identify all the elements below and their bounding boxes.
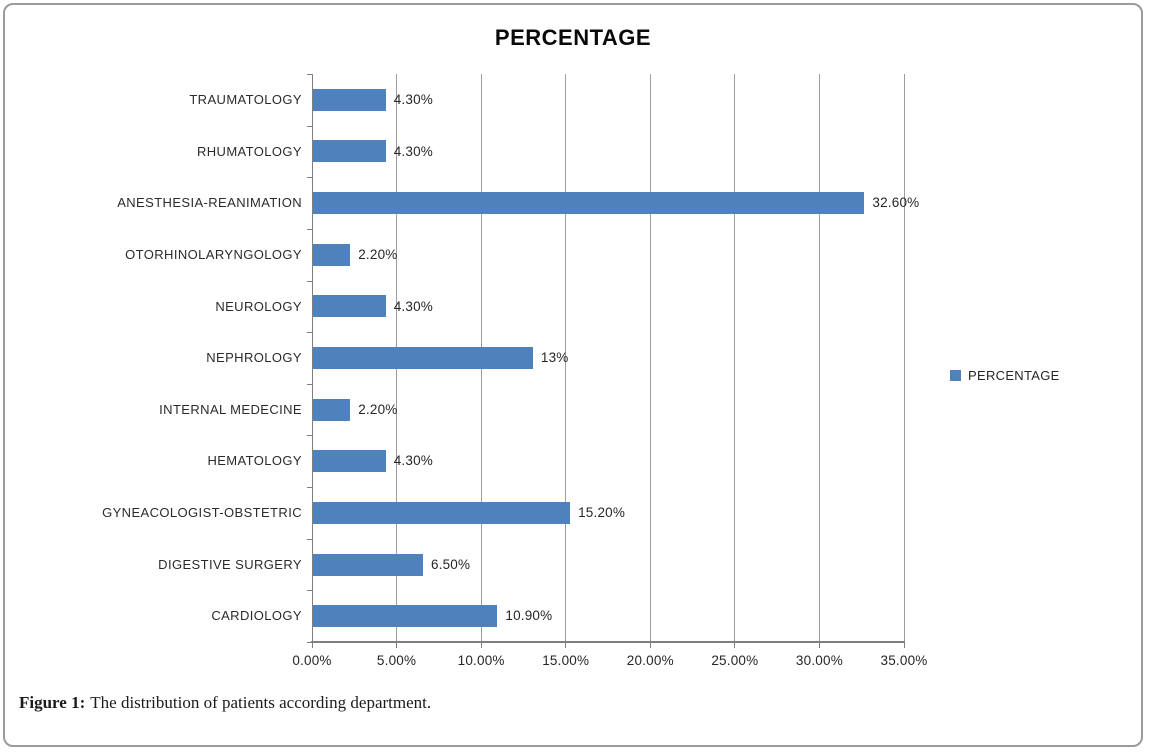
x-tick-label: 25.00% (711, 653, 759, 668)
value-label: 6.50% (430, 556, 471, 572)
bar-row: INTERNAL MEDECINE 2.20% (159, 384, 904, 436)
bar (313, 88, 386, 111)
value-label: 32.60% (872, 195, 920, 211)
value-label: 15.20% (578, 505, 626, 521)
value-label: 4.30% (393, 92, 433, 107)
x-tick-label: 5.00% (376, 653, 417, 668)
y-axis-tick (307, 74, 312, 75)
bar-row: HEMATOLOGY 4.30% (207, 435, 904, 487)
legend: PERCENTAGE (950, 368, 1060, 383)
value-label: 13% (540, 350, 569, 366)
bar (313, 346, 533, 369)
y-axis-tick (307, 538, 312, 540)
value-label: 2.20% (358, 246, 398, 262)
category-label: NEUROLOGY (215, 298, 302, 314)
x-axis-tick (396, 643, 398, 648)
x-axis-tick (565, 643, 567, 648)
category-label: INTERNAL MEDECINE (159, 401, 302, 417)
category-label: ANESTHESIA-REANIMATION (117, 195, 302, 211)
bar (313, 140, 386, 163)
x-tick-label: 20.00% (626, 653, 674, 668)
gridline (565, 74, 567, 642)
figure-caption: Figure 1: The distribution of patients ac… (19, 693, 431, 713)
x-axis-tick (480, 643, 482, 648)
value-label: 4.30% (393, 453, 433, 469)
bar (313, 243, 351, 266)
x-tick-label: 15.00% (542, 653, 590, 668)
chart-title: PERCENTAGE (494, 25, 652, 50)
category-label: NEPHROLOGY (206, 350, 302, 366)
value-label: 4.30% (393, 298, 433, 314)
bar (313, 553, 423, 576)
gridline (734, 74, 736, 642)
y-axis-line (312, 74, 313, 642)
category-label: HEMATOLOGY (207, 453, 302, 469)
x-axis-tick (311, 643, 313, 648)
y-axis-tick (307, 280, 312, 282)
category-label: GYNEACOLOGIST-OBSTETRIC (102, 505, 302, 521)
bar (313, 398, 351, 421)
category-label: DIGESTIVE SURGERY (158, 556, 302, 572)
figure-container: PERCENTAGE 0.00% 5.00% 10.00% 15.00% 20.00% 2… (3, 3, 1143, 747)
category-label: OTORHINOLARYNGOLOGY (125, 246, 302, 262)
y-axis-tick (307, 125, 312, 127)
bar (313, 192, 865, 215)
bar-row: RHUMATOLOGY 4.30% (197, 126, 904, 178)
y-axis-tick (307, 590, 312, 592)
plot-area: 0.00% 5.00% 10.00% 15.00% 20.00% 25.00% 30.00%… (102, 74, 927, 668)
y-axis-tick (307, 228, 312, 230)
x-tick-label: 10.00% (457, 653, 505, 668)
x-axis-line (311, 641, 905, 643)
bar (313, 450, 386, 473)
caption-label: Figure 1: (19, 693, 86, 712)
bar (313, 295, 386, 318)
y-axis-tick (307, 332, 312, 334)
category-label: TRAUMATOLOGY (189, 92, 302, 107)
x-axis-tick (818, 643, 820, 648)
y-axis-tick (307, 435, 312, 437)
bar-row: CARDIOLOGY 10.90% (211, 590, 904, 642)
legend-swatch-icon (950, 370, 961, 381)
bar-row: TRAUMATOLOGY 4.30% (189, 74, 904, 126)
bar (313, 501, 571, 524)
x-axis-tick (649, 643, 651, 648)
caption-text: The distribution of patients according d… (90, 693, 432, 712)
x-axis-tick (903, 643, 905, 648)
bar-row: NEPHROLOGY 13% (206, 332, 904, 384)
category-label: RHUMATOLOGY (196, 143, 302, 159)
bar-row: NEUROLOGY 4.30% (215, 281, 904, 333)
x-tick-label: 0.00% (292, 653, 332, 668)
value-label: 10.90% (505, 608, 553, 624)
x-axis-tick (734, 643, 736, 648)
gridline (818, 74, 820, 642)
gridline (649, 74, 651, 642)
bar-row: GYNEACOLOGIST-OBSTETRIC 15.20% (102, 487, 904, 539)
y-axis-tick (307, 487, 312, 489)
bar (313, 605, 498, 628)
bar-row: DIGESTIVE SURGERY 6.50% (158, 539, 904, 591)
legend-label: PERCENTAGE (968, 368, 1060, 383)
gridline (903, 74, 905, 642)
bar-row: ANESTHESIA-REANIMATION 32.60% (117, 177, 919, 229)
y-axis-tick (307, 177, 312, 179)
value-label: 2.20% (358, 401, 398, 417)
bar-row: OTORHINOLARYNGOLOGY 2.20% (125, 229, 904, 281)
x-tick-label: 30.00% (795, 653, 843, 668)
value-label: 4.30% (393, 143, 433, 159)
y-axis-tick (307, 642, 312, 643)
y-axis-tick (307, 383, 312, 385)
x-tick-label: 35.00% (880, 653, 928, 668)
category-label: CARDIOLOGY (211, 608, 302, 624)
